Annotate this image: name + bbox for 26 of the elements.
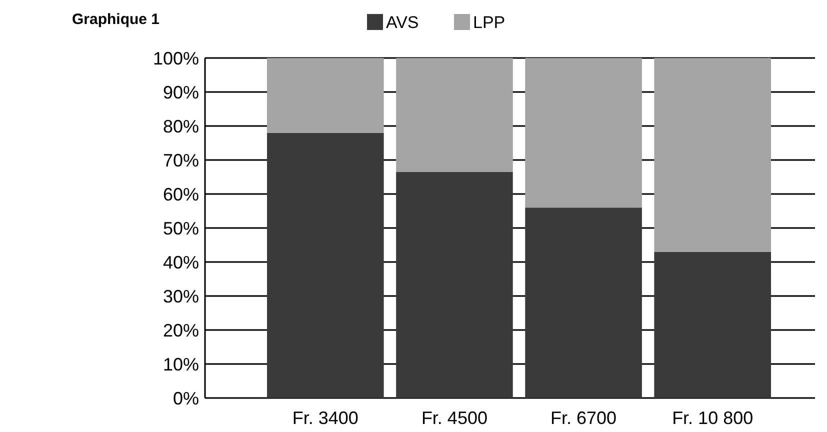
y-tick-label: 60% [162, 184, 199, 204]
x-tick-label: Fr. 10 800 [672, 408, 754, 428]
y-tick-label: 100% [152, 48, 199, 68]
bar [654, 252, 771, 398]
bar [396, 172, 513, 398]
x-tick-label: Fr. 4500 [421, 408, 488, 428]
x-tick-label: Fr. 6700 [550, 408, 617, 428]
bar [525, 208, 642, 398]
bar [525, 58, 642, 208]
chart-title: Graphique 1 [72, 11, 160, 28]
bar [396, 58, 513, 172]
y-tick-label: 70% [162, 150, 199, 170]
y-tick-label: 80% [162, 116, 199, 136]
bar [267, 58, 384, 133]
y-tick-label: 0% [172, 388, 199, 408]
y-tick-label: 90% [162, 82, 199, 102]
y-tick-label: 50% [162, 218, 199, 238]
bar [654, 58, 771, 252]
y-tick-label: 10% [162, 354, 199, 374]
y-tick-label: 40% [162, 252, 199, 272]
legend-label: LPP [473, 13, 506, 32]
y-tick-label: 20% [162, 320, 199, 340]
legend-label: AVS [386, 13, 419, 32]
y-tick-label: 30% [162, 286, 199, 306]
x-tick-label: Fr. 3400 [292, 408, 358, 428]
bar [267, 132, 384, 398]
